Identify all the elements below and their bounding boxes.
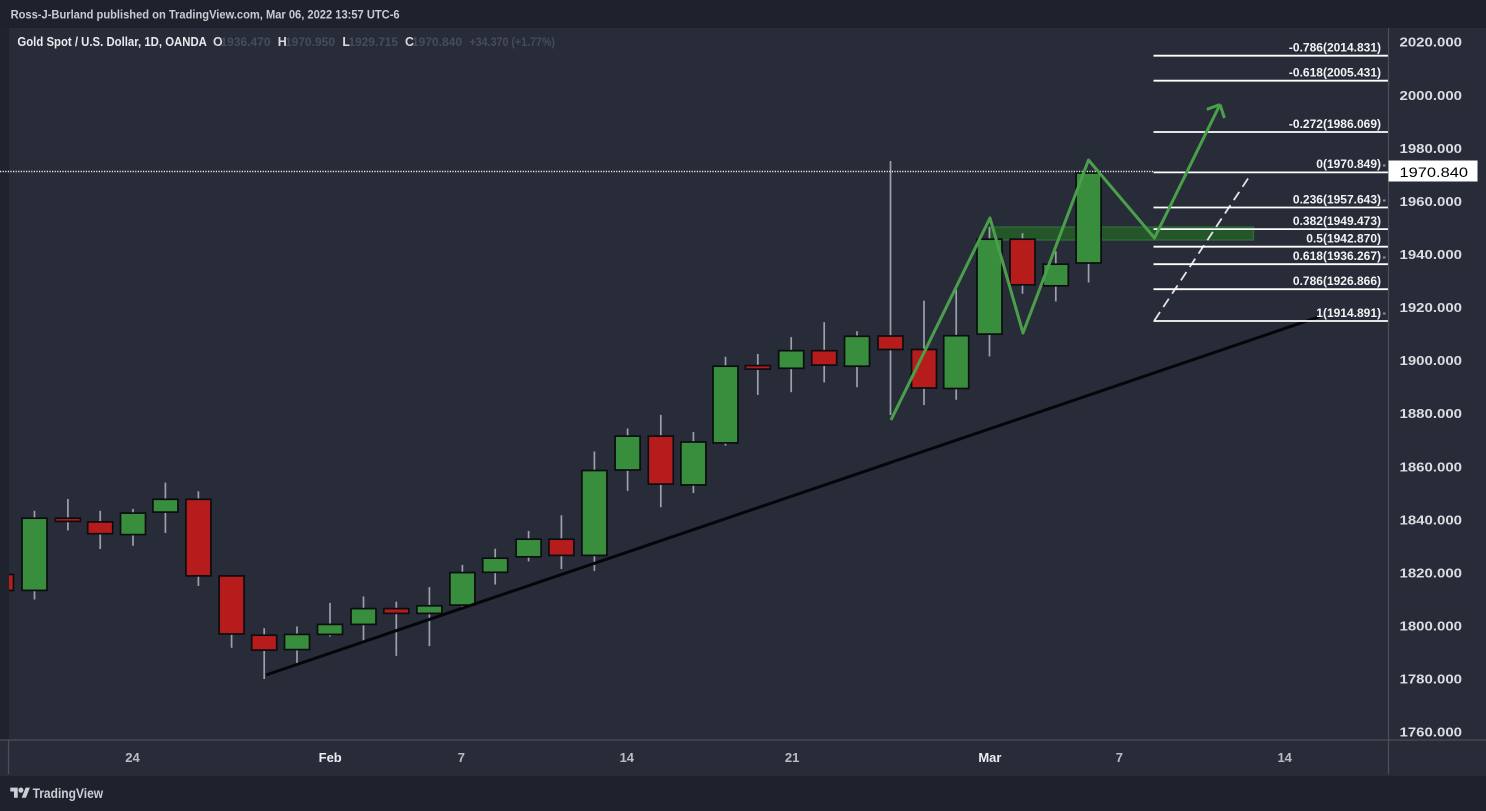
svg-text:1880.000: 1880.000: [1400, 406, 1463, 421]
svg-text:C: C: [405, 35, 414, 49]
svg-text:1970.840: 1970.840: [412, 35, 462, 49]
svg-text:Ross-J-Burland published on Tr: Ross-J-Burland published on TradingView.…: [11, 8, 400, 22]
svg-text:O: O: [213, 35, 223, 49]
svg-text:1940.000: 1940.000: [1400, 247, 1463, 262]
svg-text:Gold Spot / U.S. Dollar, 1D, O: Gold Spot / U.S. Dollar, 1D, OANDA: [17, 34, 207, 49]
svg-text:21: 21: [785, 750, 799, 765]
svg-text:-0.618(2005.431): -0.618(2005.431): [1289, 66, 1381, 80]
svg-text:1760.000: 1760.000: [1400, 725, 1463, 740]
svg-text:14: 14: [1277, 750, 1292, 765]
svg-text:2020.000: 2020.000: [1400, 35, 1463, 50]
svg-text:0.786(1926.866): 0.786(1926.866): [1293, 274, 1381, 288]
svg-text:1780.000: 1780.000: [1400, 672, 1463, 687]
svg-text:1800.000: 1800.000: [1400, 619, 1463, 634]
svg-text:1980.000: 1980.000: [1400, 141, 1463, 156]
svg-text:0(1970.849): 0(1970.849): [1316, 157, 1381, 171]
svg-text:1970.840: 1970.840: [1400, 164, 1469, 180]
svg-text:TradingView: TradingView: [33, 785, 104, 801]
svg-text:24: 24: [125, 750, 140, 765]
svg-text:H: H: [278, 35, 287, 49]
svg-text:1960.000: 1960.000: [1400, 194, 1463, 209]
svg-text:1840.000: 1840.000: [1400, 512, 1463, 527]
svg-text:1936.470: 1936.470: [221, 35, 271, 49]
svg-text:1970.950: 1970.950: [285, 35, 335, 49]
svg-text:0.5(1942.870): 0.5(1942.870): [1306, 232, 1381, 246]
svg-text:0.382(1949.473): 0.382(1949.473): [1293, 214, 1381, 228]
svg-text:1929.715: 1929.715: [349, 35, 399, 49]
svg-text:Mar: Mar: [978, 750, 1001, 765]
svg-text:L: L: [342, 35, 350, 49]
svg-text:-0.272(1986.069): -0.272(1986.069): [1289, 117, 1381, 131]
svg-text:0.618(1936.267): 0.618(1936.267): [1293, 249, 1381, 263]
svg-text:14: 14: [620, 750, 635, 765]
svg-text:1(1914.891): 1(1914.891): [1316, 306, 1381, 320]
svg-text:1920.000: 1920.000: [1400, 300, 1463, 315]
svg-text:1900.000: 1900.000: [1400, 353, 1463, 368]
svg-text:+34.370 (+1.77%): +34.370 (+1.77%): [470, 35, 556, 49]
svg-text:2000.000: 2000.000: [1400, 88, 1463, 103]
svg-text:1860.000: 1860.000: [1400, 459, 1463, 474]
svg-text:7: 7: [458, 750, 465, 765]
svg-text:7: 7: [1116, 750, 1123, 765]
svg-text:0.236(1957.643): 0.236(1957.643): [1293, 192, 1381, 206]
svg-text:Feb: Feb: [319, 750, 342, 765]
svg-text:-0.786(2014.831): -0.786(2014.831): [1289, 41, 1381, 55]
svg-text:1820.000: 1820.000: [1400, 566, 1463, 581]
